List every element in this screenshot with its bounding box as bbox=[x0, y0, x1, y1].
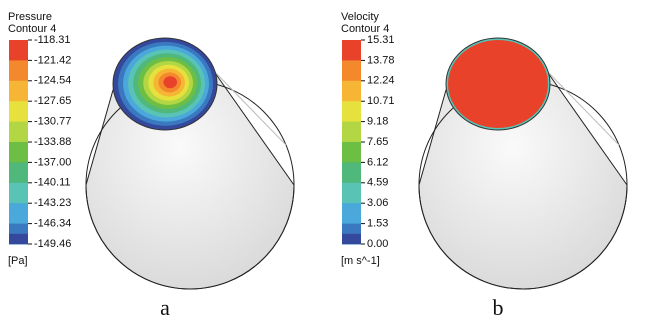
legend-swatch bbox=[342, 101, 361, 122]
legend-swatch bbox=[9, 162, 28, 183]
legend-swatch bbox=[9, 60, 28, 81]
legend-swatch bbox=[9, 203, 28, 224]
legend-swatch bbox=[9, 234, 28, 244]
legend-label: -143.23 bbox=[34, 197, 71, 209]
legend-swatch bbox=[9, 142, 28, 163]
legend-label: 4.59 bbox=[367, 177, 388, 189]
legend-swatch bbox=[9, 122, 28, 143]
legend-swatch bbox=[342, 81, 361, 102]
legend-swatch bbox=[342, 122, 361, 143]
legend-label: 12.24 bbox=[367, 75, 395, 87]
legend-label: -146.34 bbox=[34, 218, 71, 230]
legend-label: -149.46 bbox=[34, 238, 71, 250]
contour-band bbox=[163, 76, 177, 88]
legend-swatch bbox=[9, 101, 28, 122]
legend-label: 13.78 bbox=[367, 54, 395, 66]
legend-unit: [m s^-1] bbox=[341, 255, 380, 267]
legend-label: 9.18 bbox=[367, 116, 388, 128]
legend-label: -133.88 bbox=[34, 136, 71, 148]
legend-label: -124.54 bbox=[34, 75, 71, 87]
legend-swatch bbox=[9, 81, 28, 102]
contour-band bbox=[448, 40, 548, 128]
legend-label: 3.06 bbox=[367, 197, 388, 209]
legend-label: -118.31 bbox=[34, 34, 71, 46]
legend-title: Velocity bbox=[341, 11, 379, 23]
legend-swatch bbox=[342, 60, 361, 81]
legend-swatch bbox=[342, 40, 361, 61]
legend-label: 15.31 bbox=[367, 34, 395, 46]
legend-label: 1.53 bbox=[367, 218, 388, 230]
legend-label: 10.71 bbox=[367, 95, 395, 107]
legend-swatch bbox=[342, 142, 361, 163]
legend-label: 6.12 bbox=[367, 156, 388, 168]
legend-swatch bbox=[342, 203, 361, 224]
legend-swatch bbox=[9, 183, 28, 204]
legend-label: -137.00 bbox=[34, 156, 71, 168]
legend-unit: [Pa] bbox=[8, 255, 28, 267]
caption: b bbox=[493, 295, 504, 320]
legend-swatch bbox=[342, 162, 361, 183]
caption: a bbox=[160, 295, 170, 320]
legend-label: -121.42 bbox=[34, 54, 71, 66]
legend-label: -127.65 bbox=[34, 95, 71, 107]
legend-swatch bbox=[342, 183, 361, 204]
figure: PressureContour 4-118.31-121.42-124.54-1… bbox=[0, 0, 655, 325]
legend-label: -140.11 bbox=[34, 177, 71, 189]
legend-swatch bbox=[9, 40, 28, 61]
legend-title: Pressure bbox=[8, 11, 52, 23]
legend-label: 0.00 bbox=[367, 238, 388, 250]
legend-swatch bbox=[342, 234, 361, 244]
legend-label: 7.65 bbox=[367, 136, 388, 148]
legend-label: -130.77 bbox=[34, 116, 71, 128]
